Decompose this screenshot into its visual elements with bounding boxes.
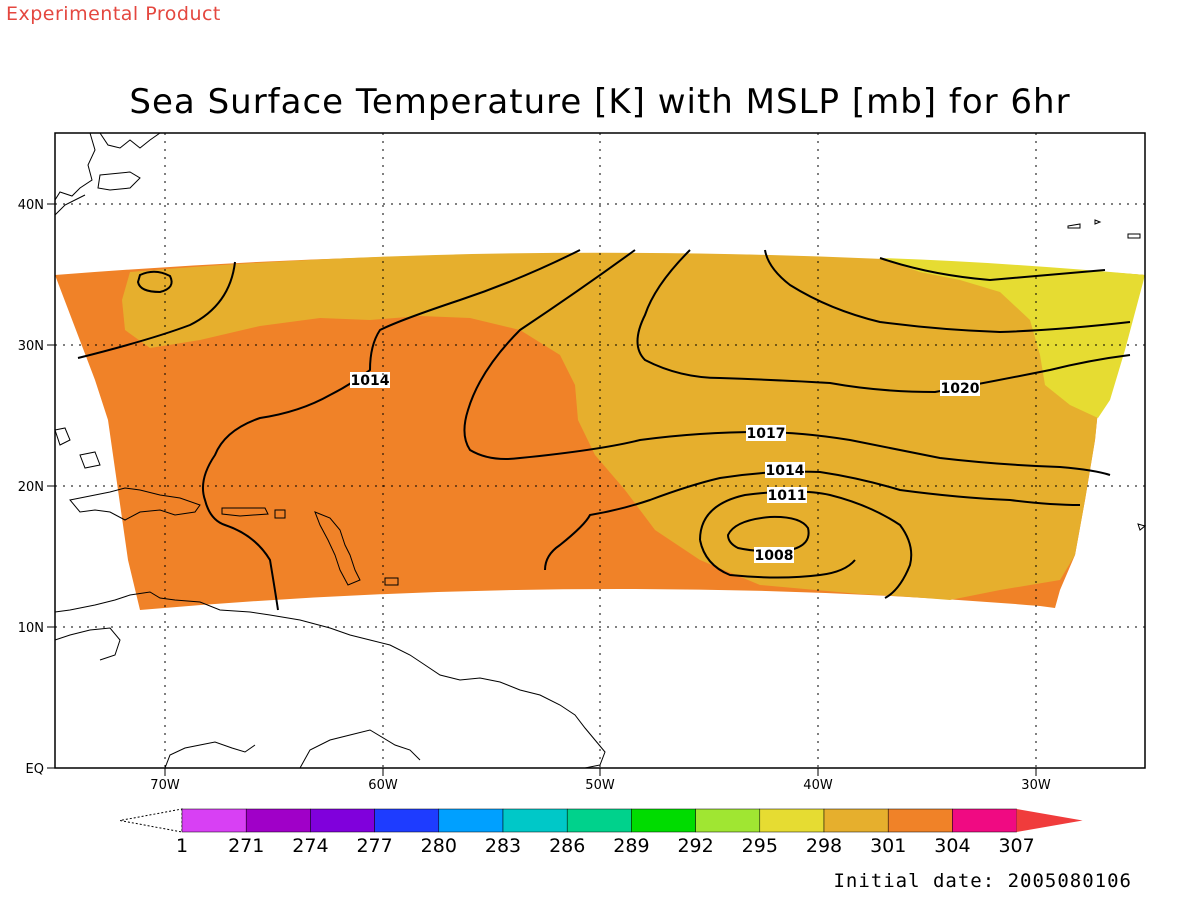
colorbar-box — [438, 808, 504, 833]
sst-shading — [55, 252, 1145, 610]
coastline-azores — [1067, 219, 1147, 531]
lon-tick-60w: 60W — [368, 778, 398, 793]
coastline-north-america — [54, 132, 161, 216]
lat-tick-30n: 30N — [18, 339, 44, 354]
lat-lon-grid — [55, 133, 1145, 768]
contour-label-1011: 1011 — [768, 488, 807, 504]
colorbar-box — [887, 808, 953, 833]
colorbar-box — [952, 808, 1017, 833]
contour-label-1008: 1008 — [755, 548, 794, 564]
lat-tick-eq: EQ — [26, 762, 44, 777]
colorbar-label: 283 — [485, 835, 521, 857]
contour-1008 — [726, 515, 810, 553]
contour-label-1020: 1020 — [941, 381, 980, 397]
colorbar-label: 307 — [998, 835, 1034, 857]
lat-tick-40n: 40N — [18, 198, 44, 213]
contour-label-1017: 1017 — [747, 426, 786, 442]
coastline-caribbean-islands — [54, 427, 399, 586]
lon-tick-30w: 30W — [1021, 778, 1051, 793]
contour-1014-low — [544, 470, 1081, 571]
colorbar-label: 271 — [228, 835, 264, 857]
coastline-south-america — [54, 591, 606, 769]
lat-tick-20n: 20N — [18, 480, 44, 495]
colorbar-box — [245, 808, 311, 833]
experimental-product-tag: Experimental Product — [6, 3, 221, 25]
colorbar-box — [181, 808, 247, 833]
colorbar-box — [374, 808, 440, 833]
colorbar-label: 298 — [806, 835, 842, 857]
axis-ticks — [47, 203, 1037, 776]
colorbar-high-arrow — [1016, 809, 1083, 832]
colorbar: 1 271 274 277 280 283 286 289 292 295 298 301 304 307 — [119, 808, 1083, 857]
contour-label-1014-east: 1014 — [766, 463, 805, 479]
colorbar-label: 295 — [742, 835, 778, 857]
mslp-contours — [77, 249, 1131, 611]
coastlines — [54, 132, 1147, 769]
colorbar-label: 304 — [934, 835, 970, 857]
contour-north — [764, 249, 1131, 334]
lon-tick-50w: 50W — [585, 778, 615, 793]
colorbar-label: 277 — [356, 835, 392, 857]
colorbar-label: 289 — [613, 835, 649, 857]
colorbar-low-arrow — [119, 808, 183, 833]
contour-labels: 1014 1020 1017 1014 1011 1008 — [350, 372, 980, 564]
initial-date: Initial date: 2005080106 — [833, 870, 1132, 892]
sst-region-301 — [122, 252, 1145, 600]
colorbar-label: 280 — [421, 835, 457, 857]
contour-1014 — [202, 249, 581, 611]
colorbar-box — [823, 808, 889, 833]
colorbar-box — [759, 808, 825, 833]
colorbar-label: 292 — [677, 835, 713, 857]
contour-small-loop — [136, 270, 173, 294]
contour-west-1014 — [77, 261, 236, 359]
colorbar-box — [631, 808, 696, 833]
colorbar-label: 286 — [549, 835, 585, 857]
contour-1011 — [699, 490, 913, 599]
colorbar-box — [695, 808, 761, 833]
colorbar-label: 301 — [870, 835, 906, 857]
lon-tick-40w: 40W — [803, 778, 833, 793]
map-title: Sea Surface Temperature [K] with MSLP [m… — [129, 82, 1071, 122]
lat-tick-10n: 10N — [18, 621, 44, 636]
sst-region-298 — [880, 258, 1145, 418]
colorbar-box — [310, 808, 375, 833]
colorbar-box — [566, 808, 632, 833]
contour-label-1014-west: 1014 — [351, 373, 390, 389]
colorbar-label: 274 — [292, 835, 328, 857]
colorbar-label: 1 — [176, 835, 188, 857]
lon-tick-70w: 70W — [150, 778, 180, 793]
contour-1014b — [463, 249, 1111, 476]
colorbar-box — [502, 808, 568, 833]
contour-1020 — [636, 249, 1131, 394]
